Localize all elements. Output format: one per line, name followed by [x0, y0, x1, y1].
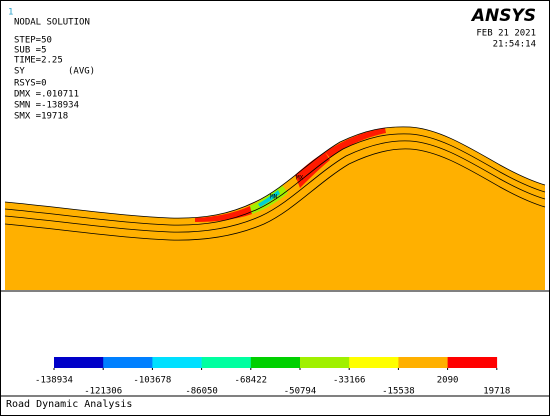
footer-title: Road Dynamic Analysis — [6, 399, 132, 410]
substep: SUB =5 — [14, 46, 47, 56]
surface-line — [4, 126, 546, 219]
time: TIME=2.25 — [14, 56, 63, 66]
legend-label: -68422 — [235, 376, 268, 386]
item: SY — [14, 67, 25, 77]
avg: (AVG) — [68, 67, 95, 77]
legend-swatch — [250, 357, 301, 368]
legend-label: -138934 — [35, 376, 73, 386]
layer-line — [4, 140, 546, 233]
smn: SMN =-138934 — [14, 101, 79, 111]
stress-patch — [295, 152, 330, 188]
date: FEB 21 2021 — [476, 29, 536, 39]
legend-swatch — [447, 357, 498, 368]
legend-swatch — [152, 357, 202, 368]
window-index: 1 — [8, 8, 13, 18]
legend-label: -103678 — [133, 376, 171, 386]
legend-label: 2090 — [437, 376, 459, 386]
dmx: DMX =.010711 — [14, 90, 79, 100]
min-marker: MN — [270, 194, 278, 201]
legend-swatch — [54, 357, 104, 368]
plot-title: NODAL SOLUTION — [14, 18, 90, 28]
clock: 21:54:14 — [493, 40, 536, 50]
layer-line — [4, 133, 546, 226]
smx: SMX =19718 — [14, 112, 68, 122]
legend-swatch — [300, 357, 350, 368]
stress-patch — [195, 206, 252, 222]
legend-label: -33166 — [333, 376, 366, 386]
legend: -138934 -121306 -103678 -86050 -68422 -50794 -… — [35, 357, 510, 397]
model — [4, 126, 546, 290]
max-marker: MX — [296, 175, 304, 182]
legend-swatch — [398, 357, 448, 368]
layer-lines — [4, 126, 546, 241]
legend-label: 19718 — [483, 387, 510, 397]
stress-patch — [258, 190, 280, 207]
legend-swatch — [349, 357, 399, 368]
legend-label: -50794 — [284, 387, 317, 397]
layer-line — [4, 148, 546, 241]
step: STEP=50 — [14, 36, 52, 46]
logo: ANSYS — [470, 6, 536, 26]
legend-label: -121306 — [84, 387, 122, 397]
legend-swatch — [201, 357, 252, 368]
legend-label: -15538 — [382, 387, 415, 397]
legend-swatch — [103, 357, 153, 368]
legend-label: -86050 — [185, 387, 218, 397]
rsys: RSYS=0 — [14, 79, 47, 89]
